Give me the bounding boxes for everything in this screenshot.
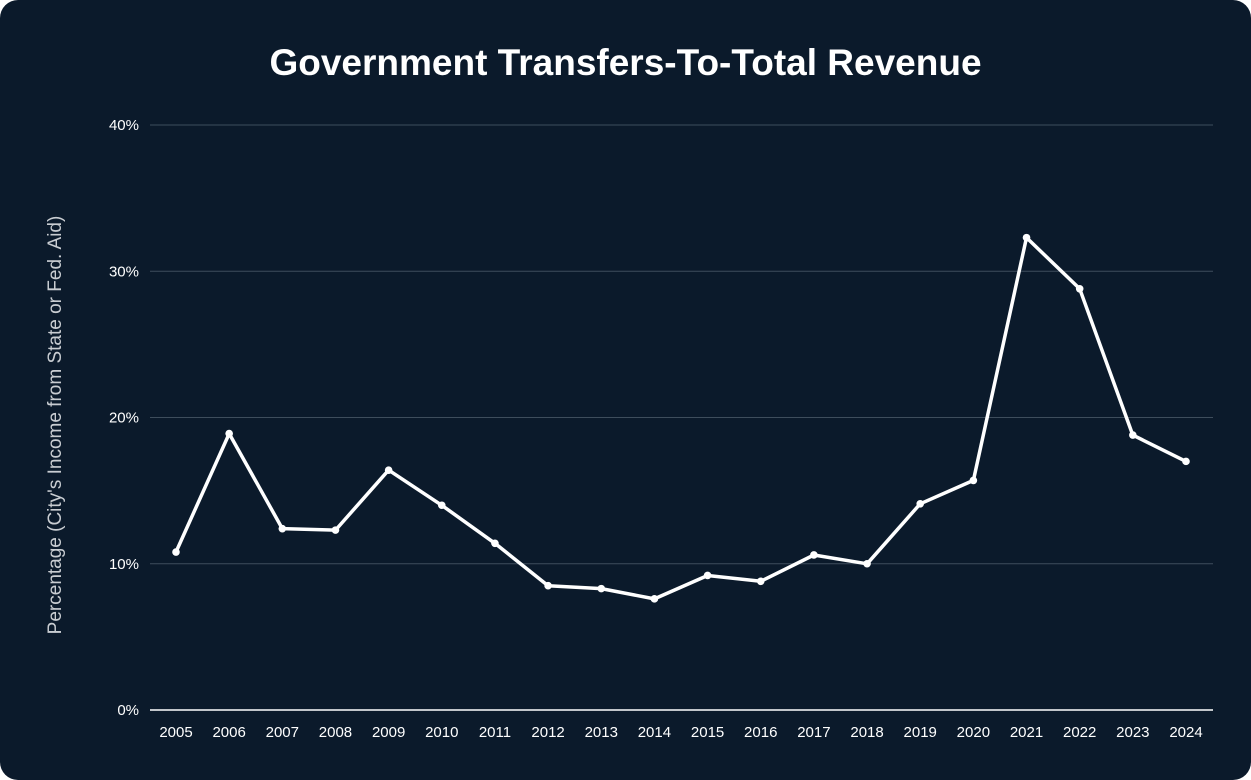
x-tick-label: 2017 [797,724,830,741]
y-tick-label: 10% [109,556,139,573]
data-point [597,584,606,593]
grid-lines [150,124,1213,711]
data-point [544,581,552,590]
x-tick-label: 2005 [159,724,192,741]
data-point [863,559,871,568]
data-point [756,577,765,586]
data-point [916,499,925,508]
data-point [1075,285,1084,293]
x-tick-label: 2012 [531,724,564,741]
y-tick-label: 40% [109,117,139,134]
x-tick-label: 2006 [212,724,245,741]
x-tick-label: 2014 [638,724,671,741]
x-tick-label: 2016 [744,724,777,741]
y-tick-label: 20% [109,410,139,427]
data-point [225,429,233,438]
data-point [703,571,712,580]
x-tick-label: 2013 [585,724,618,741]
data-point [1129,431,1137,439]
data-point [969,476,978,485]
x-tick-label: 2018 [850,724,883,741]
x-tick-label: 2007 [266,724,299,741]
x-tick-label: 2011 [479,724,511,741]
data-point [331,526,340,534]
data-point [384,466,393,474]
y-tick-labels: 0% 10% 20% 30% 40% [109,117,139,719]
x-tick-label: 2020 [957,724,990,741]
data-point [437,501,446,510]
data-point [810,551,818,559]
y-tick-label: 0% [117,702,139,719]
data-point [650,595,659,603]
x-tick-label: 2010 [425,724,458,741]
x-tick-label: 2015 [691,724,724,741]
x-tick-labels: 2005 2006 2007 2008 2009 2010 2011 2012 2013 2014… [159,724,1202,741]
series-line [174,235,1188,601]
data-point [1022,233,1031,242]
x-tick-label: 2019 [904,724,937,741]
x-tick-label: 2009 [372,724,405,741]
data-point [278,524,287,533]
y-tick-label: 30% [109,263,139,280]
chart-title: Government Transfers-To-Total Revenue [269,42,982,83]
series-layer [172,233,1190,603]
x-tick-label: 2022 [1063,724,1096,741]
data-point [1182,457,1190,466]
data-point [491,539,499,548]
x-tick-label: 2024 [1169,724,1202,741]
x-tick-label: 2021 [1010,724,1043,741]
x-tick-label: 2023 [1116,724,1149,741]
x-tick-label: 2008 [319,724,352,741]
data-point [172,548,180,556]
